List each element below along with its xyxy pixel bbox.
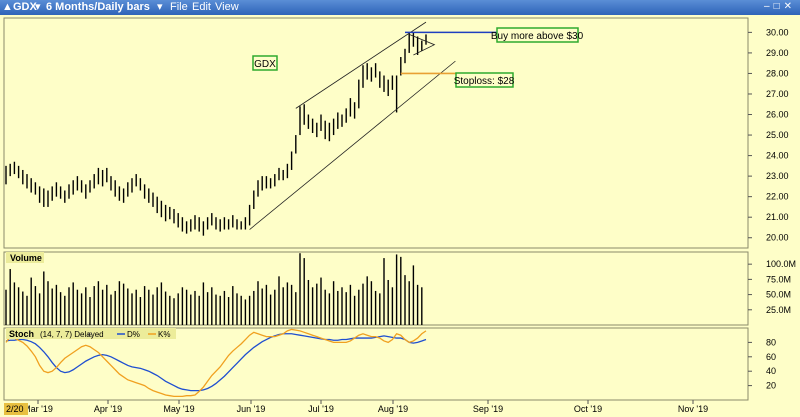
panel-frame: [3, 17, 749, 249]
close-icon[interactable]: ✕: [783, 1, 796, 12]
stoch-label: Stoch: [9, 329, 34, 339]
stop-annotation-text: Stoploss: $28: [454, 76, 515, 87]
stoch-y-tick-label: 20: [766, 381, 776, 391]
channel-upper-line: [295, 21, 427, 109]
x-axis-label: Nov '19: [678, 404, 708, 414]
x-axis-label: Apr '19: [94, 404, 122, 414]
first-date-marker: [4, 403, 28, 415]
menu-file[interactable]: File: [170, 1, 188, 13]
menu-edit[interactable]: Edit: [192, 1, 211, 13]
first-date-label: 2/20: [6, 404, 24, 414]
x-axis-label: May '19: [163, 404, 194, 414]
price-panel: 20.00 21.00 22.00 23.00 24.00 25.00 26.00 27.00…: [5, 21, 789, 243]
dropdown-arrow-icon[interactable]: ▾: [35, 1, 41, 13]
volume-header: Volume: [6, 252, 44, 263]
symbol-annotation: GDX: [252, 55, 278, 71]
chart-window-icon[interactable]: ▲: [2, 1, 13, 13]
pennant-pattern: [409, 34, 436, 56]
price-y-tick-label: 27.00: [766, 89, 789, 99]
stop-annotation: Stoploss: $28: [454, 72, 515, 88]
stoch-d-line: [5, 333, 427, 392]
volume-y-tick-label: 75.0M: [766, 274, 791, 284]
symbol-dropdown[interactable]: GDX: [13, 1, 37, 13]
x-axis-label: Sep '19: [473, 404, 503, 414]
x-axis-label: Oct '19: [574, 404, 602, 414]
stoch-k-legend: K%: [158, 330, 170, 339]
dropdown-arrow-icon[interactable]: ▾: [157, 1, 163, 13]
x-axis-label: Jul '19: [308, 404, 334, 414]
stoch-k-line: [5, 328, 427, 398]
price-y-tick-label: 25.00: [766, 130, 789, 140]
price-y-tick-label: 29.00: [766, 48, 789, 58]
menu-view[interactable]: View: [215, 1, 239, 13]
price-y-tick-label: 28.00: [766, 68, 789, 78]
volume-y-tick-label: 25.0M: [766, 305, 791, 315]
price-y-tick-label: 23.00: [766, 171, 789, 181]
period-dropdown[interactable]: 6 Months/Daily bars: [46, 1, 150, 13]
window-controls: –□✕: [764, 1, 796, 12]
buy-annotation: Buy more above $30: [491, 27, 584, 43]
price-y-tick-label: 20.00: [766, 233, 789, 243]
price-y-tick-label: 21.00: [766, 212, 789, 222]
price-y-tick-label: 24.00: [766, 151, 789, 161]
minimize-icon[interactable]: –: [764, 1, 774, 12]
stoch-y-tick-label: 40: [766, 366, 776, 376]
price-y-tick-label: 30.00: [766, 27, 789, 37]
x-axis-label: Mar '19: [23, 404, 53, 414]
volume-y-tick-label: 50.0M: [766, 290, 791, 300]
stoch-y-tick-label: 60: [766, 352, 776, 362]
window-title-bar: ▲ GDX ▾ 6 Months/Daily bars ▾ File Edit …: [0, 0, 800, 15]
channel-lower-line: [249, 60, 456, 230]
stoch-header: Stoch (14, 7, 7) Delayed e D% K%: [6, 328, 176, 339]
buy-annotation-text: Buy more above $30: [491, 31, 584, 42]
x-axis: Mar '19 Apr '19 May '19 Jun '19 Jul '19 Aug '…: [4, 400, 708, 415]
x-axis-label: Aug '19: [378, 404, 408, 414]
stoch-panel: 20 40 60 80: [5, 328, 776, 398]
panel-frame: [3, 327, 749, 401]
price-y-tick-label: 26.00: [766, 110, 789, 120]
stoch-params: (14, 7, 7) Delayed: [40, 330, 104, 339]
x-axis-label: Jun '19: [237, 404, 266, 414]
volume-y-tick-label: 100.0M: [766, 259, 796, 269]
price-y-tick-label: 22.00: [766, 192, 789, 202]
symbol-annotation-text: GDX: [254, 59, 276, 70]
volume-label: Volume: [10, 253, 42, 263]
stoch-d-legend: D%: [127, 330, 140, 339]
svg-text:e: e: [88, 330, 93, 339]
restore-icon[interactable]: □: [773, 1, 784, 12]
stoch-y-tick-label: 80: [766, 337, 776, 347]
volume-panel: 25.0M 50.0M 75.0M 100.0M: [5, 253, 796, 325]
